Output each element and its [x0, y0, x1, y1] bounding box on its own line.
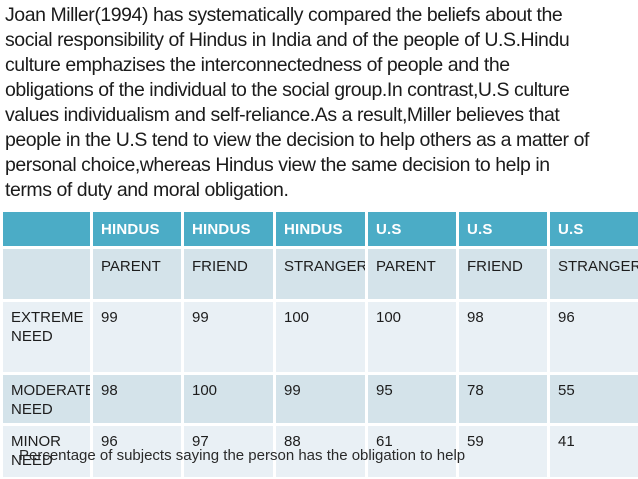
intro-line: culture emphazises the interconnectednes…	[5, 54, 510, 76]
group-header-cell: U.S	[365, 209, 459, 249]
intro-line: Joan Miller(1994) has systematically com…	[5, 4, 563, 26]
sub-header-row: PARENT FRIEND STRANGER PARENT FRIEND STR…	[0, 246, 638, 302]
group-header-row: HINDUS HINDUS HINDUS U.S U.S U.S	[0, 209, 638, 249]
sub-header-cell: PARENT	[90, 246, 184, 302]
value-cell: 100	[365, 299, 459, 375]
value-cell: 98	[90, 372, 184, 426]
row-label-cell: MINOR NEED	[0, 423, 93, 479]
value-cell: 88	[273, 423, 368, 479]
group-header-cell: U.S	[456, 209, 550, 249]
table-row-moderate-need: MODERATE NEED 98 100 99 95 78 55	[0, 372, 638, 426]
value-cell: 55	[547, 372, 638, 426]
value-cell: 96	[90, 423, 184, 479]
sub-header-cell: FRIEND	[456, 246, 550, 302]
value-cell: 96	[547, 299, 638, 375]
value-cell: 97	[181, 423, 276, 479]
intro-paragraph: Joan Miller(1994) has systematically com…	[5, 3, 638, 203]
intro-line: obligations of the individual to the soc…	[5, 79, 570, 101]
intro-line: terms of duty and moral obligation.	[5, 179, 289, 201]
value-cell: 99	[90, 299, 184, 375]
intro-line: values individualism and self-reliance.A…	[5, 104, 560, 126]
value-cell: 41	[547, 423, 638, 479]
value-cell: 61	[365, 423, 459, 479]
value-cell: 59	[456, 423, 550, 479]
sub-header-cell: STRANGER	[273, 246, 368, 302]
group-header-cell: U.S	[547, 209, 638, 249]
group-header-cell: HINDUS	[273, 209, 368, 249]
value-cell: 99	[181, 299, 276, 375]
sub-header-cell: PARENT	[365, 246, 459, 302]
table-caption: Percentage of subjects saying the person…	[19, 447, 466, 464]
value-cell: 78	[456, 372, 550, 426]
beliefs-comparison-table: HINDUS HINDUS HINDUS U.S U.S U.S PARENT …	[0, 209, 638, 479]
sub-header-cell: STRANGER	[547, 246, 638, 302]
group-header-cell: HINDUS	[181, 209, 276, 249]
value-cell: 100	[181, 372, 276, 426]
sub-header-cell: FRIEND	[181, 246, 276, 302]
sub-header-cell	[0, 246, 93, 302]
value-cell: 100	[273, 299, 368, 375]
row-label-cell: EXTREME NEED	[0, 299, 93, 375]
intro-line: personal choice,whereas Hindus view the …	[5, 154, 550, 176]
intro-line: people in the U.S tend to view the decis…	[5, 129, 589, 151]
row-label-cell: MODERATE NEED	[0, 372, 93, 426]
table-row-minor-need: MINOR NEED 96 97 88 61 59 41	[0, 423, 638, 479]
intro-line: social responsibility of Hindus in India…	[5, 29, 570, 51]
group-header-cell: HINDUS	[90, 209, 184, 249]
corner-cell	[0, 209, 93, 249]
value-cell: 98	[456, 299, 550, 375]
value-cell: 99	[273, 372, 368, 426]
table-row-extreme-need: EXTREME NEED 99 99 100 100 98 96	[0, 299, 638, 375]
value-cell: 95	[365, 372, 459, 426]
